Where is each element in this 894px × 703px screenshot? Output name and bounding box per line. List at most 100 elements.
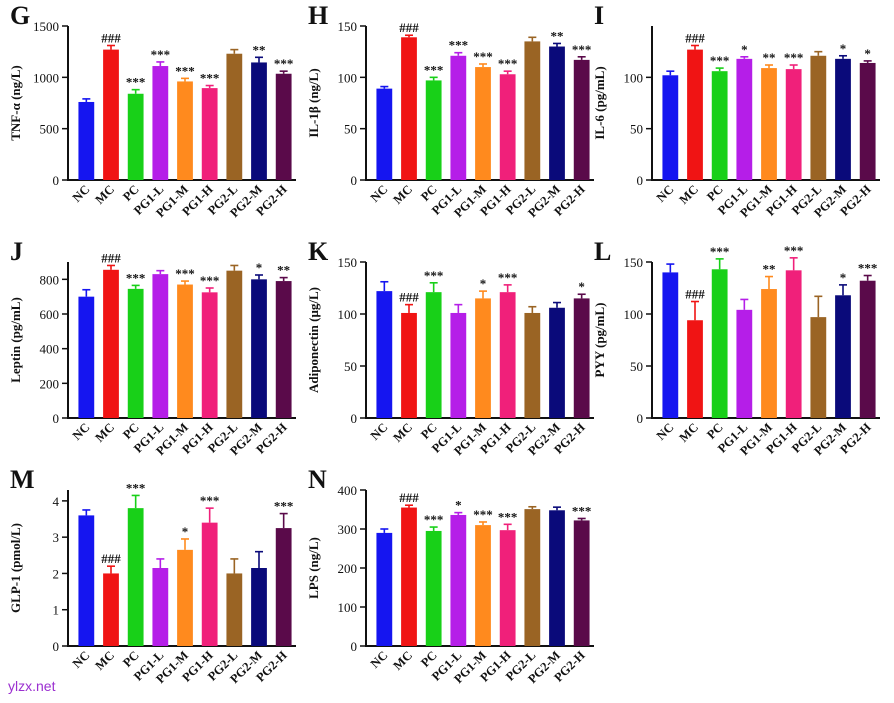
bar-PG1-H [201, 88, 218, 180]
significance-mark: *** [498, 270, 518, 285]
significance-mark: ### [685, 31, 705, 46]
bar-PG1-M [761, 289, 777, 418]
y-tick-label: 100 [338, 307, 358, 322]
y-tick-label: 200 [40, 376, 60, 391]
y-tick-label: 2 [53, 566, 60, 581]
panel-letter: J [10, 237, 23, 266]
bar-PG1-L [450, 55, 467, 181]
significance-mark: ### [101, 250, 121, 265]
bar-PG1-H [785, 270, 802, 418]
significance-mark: * [840, 41, 847, 56]
significance-mark: *** [572, 503, 592, 518]
panel-letter: K [308, 237, 329, 266]
bar-PG2-L [226, 573, 243, 646]
y-tick-label: 300 [338, 522, 358, 537]
y-tick-label: 400 [338, 483, 358, 498]
bar-MC [401, 507, 417, 646]
x-tick-label: NC [368, 648, 391, 671]
bar-PG2-H [573, 59, 590, 180]
bar-PC [425, 80, 442, 180]
significance-mark: *** [473, 49, 493, 64]
bar-NC [662, 272, 679, 418]
y-tick-label: 200 [338, 561, 358, 576]
y-tick-label: 500 [40, 122, 60, 137]
significance-mark: *** [858, 261, 878, 276]
bar-PG2-M [251, 62, 267, 180]
bar-PG2-M [251, 279, 267, 418]
x-tick-label: MC [676, 420, 701, 445]
y-tick-label: 0 [637, 173, 644, 188]
bar-PG2-M [549, 46, 565, 181]
x-tick-label: NC [70, 648, 93, 671]
y-axis-title: GLP-1 (pmol/L) [8, 523, 23, 613]
significance-mark: ** [551, 28, 564, 43]
y-tick-label: 50 [630, 122, 643, 137]
significance-mark: ** [763, 262, 776, 277]
bar-PC [711, 269, 728, 418]
bar-PG1-L [450, 514, 467, 646]
bar-MC [687, 49, 703, 180]
bar-PG2-M [835, 58, 851, 180]
y-tick-label: 1000 [33, 70, 59, 85]
x-tick-label: MC [92, 648, 117, 673]
y-tick-label: 0 [53, 411, 60, 426]
bar-PG2-H [275, 528, 292, 646]
bar-PG1-L [450, 312, 467, 418]
significance-mark: *** [498, 56, 518, 71]
y-axis-title: IL-1β (ng/L) [306, 68, 321, 137]
watermark-text: ylzx.net [8, 678, 56, 694]
y-tick-label: 0 [637, 411, 644, 426]
bar-PG2-M [251, 568, 267, 646]
x-tick-label: NC [654, 182, 677, 205]
significance-mark: * [840, 270, 847, 285]
bar-MC [401, 37, 417, 180]
significance-mark: *** [200, 493, 220, 508]
x-tick-label: NC [368, 182, 391, 205]
bar-NC [376, 532, 393, 646]
bar-PC [127, 508, 144, 646]
bar-NC [376, 88, 393, 180]
y-tick-label: 800 [40, 272, 60, 287]
bar-PG1-H [499, 292, 516, 418]
significance-mark: * [480, 276, 487, 291]
bar-MC [103, 573, 119, 646]
y-tick-label: 4 [53, 494, 60, 509]
significance-mark: *** [175, 266, 195, 281]
bar-PG1-M [475, 67, 491, 180]
significance-mark: ** [763, 50, 776, 65]
bar-PG1-L [152, 66, 169, 180]
y-axis-title: IL-6 (pg/mL) [592, 66, 607, 139]
bar-PG2-L [226, 270, 243, 418]
significance-mark: *** [424, 62, 444, 77]
significance-mark: * [864, 46, 871, 61]
significance-mark: * [256, 260, 263, 275]
bar-PG1-L [736, 58, 753, 180]
panel-letter: N [308, 465, 327, 494]
x-tick-label: NC [70, 182, 93, 205]
significance-mark: *** [784, 243, 804, 258]
x-tick-label: NC [368, 420, 391, 443]
bar-PG1-M [177, 81, 193, 180]
bar-NC [78, 101, 95, 180]
bar-PG2-H [573, 298, 590, 418]
bar-PG1-M [475, 525, 491, 646]
y-tick-label: 50 [630, 359, 643, 374]
bar-PG2-L [810, 317, 827, 418]
bar-PG2-L [226, 53, 243, 180]
bar-PG1-M [475, 298, 491, 418]
y-tick-label: 50 [344, 359, 357, 374]
y-axis-title: TNF-α (ng/L) [8, 65, 23, 141]
bar-PC [711, 71, 728, 180]
y-axis-title: Adiponectin (μg/L) [306, 287, 321, 393]
x-tick-label: MC [676, 182, 701, 207]
significance-mark: ### [101, 31, 121, 46]
bar-MC [687, 320, 703, 418]
significance-mark: *** [126, 480, 146, 495]
significance-mark: *** [200, 273, 220, 288]
bar-PG1-H [499, 530, 516, 646]
significance-mark: *** [784, 50, 804, 65]
